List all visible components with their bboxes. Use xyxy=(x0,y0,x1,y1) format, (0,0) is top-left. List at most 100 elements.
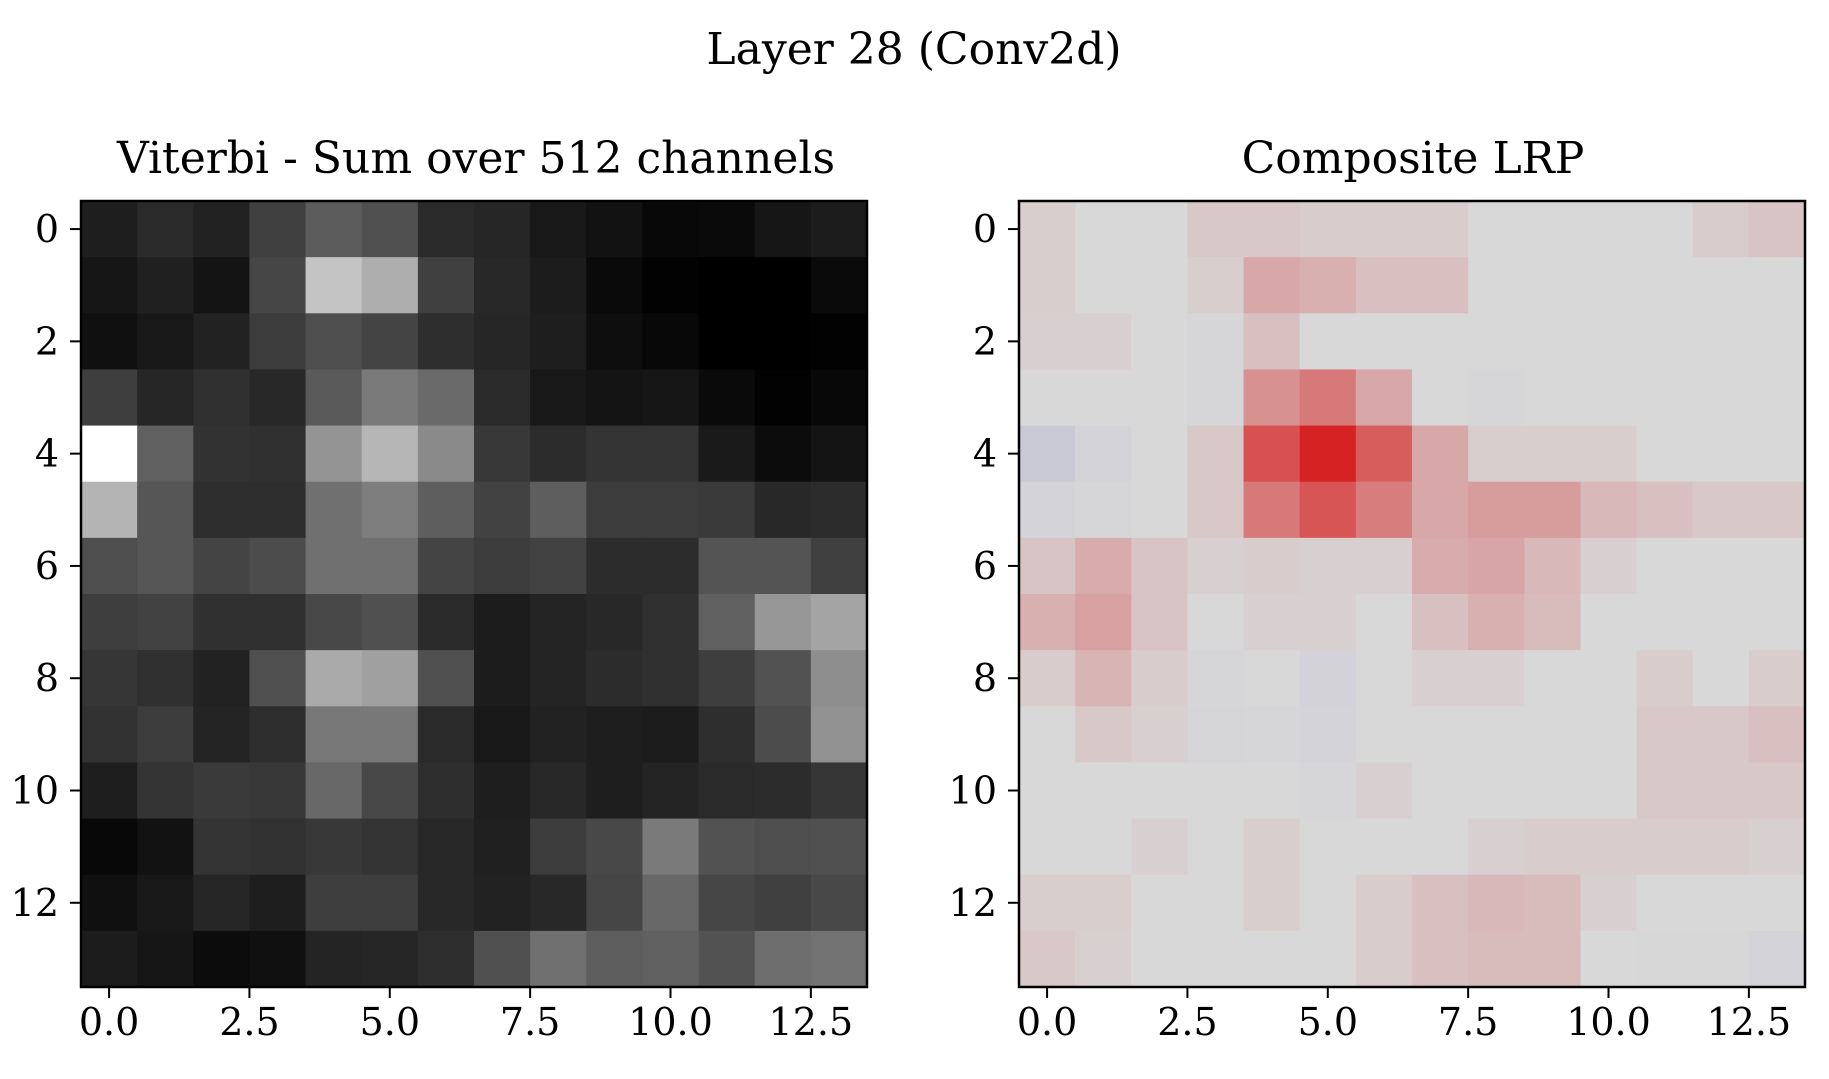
heatmap-cell xyxy=(1019,650,1076,707)
heatmap-cell xyxy=(586,762,644,820)
x-tick-label: 5.0 xyxy=(360,1000,420,1044)
figure-title: Layer 28 (Conv2d) xyxy=(706,24,1121,75)
heatmap-cell xyxy=(249,650,307,707)
heatmap-cell xyxy=(193,818,251,876)
heatmap-cell xyxy=(586,874,644,932)
heatmap-cell xyxy=(754,706,812,764)
heatmap-cell xyxy=(1748,257,1806,314)
heatmap-cell xyxy=(1075,537,1132,595)
heatmap-cell xyxy=(1187,537,1245,595)
heatmap-cell xyxy=(361,201,419,258)
heatmap-cell xyxy=(586,930,644,988)
heatmap-cell xyxy=(193,762,251,820)
heatmap-cell xyxy=(1412,818,1469,876)
heatmap-cell xyxy=(1636,818,1694,876)
heatmap-cell xyxy=(361,930,419,988)
heatmap-cell xyxy=(1692,537,1750,595)
heatmap-cell xyxy=(1468,201,1525,258)
heatmap-cell xyxy=(1636,313,1694,371)
heatmap-cell xyxy=(642,201,700,258)
heatmap-cell xyxy=(1524,369,1582,427)
heatmap-cell xyxy=(361,594,419,651)
heatmap-cell xyxy=(1412,201,1469,258)
heatmap-cell xyxy=(1748,369,1806,427)
heatmap-cell xyxy=(361,425,419,483)
heatmap-cell xyxy=(1075,874,1132,932)
heatmap-cell xyxy=(754,650,812,707)
y-tick-label: 2 xyxy=(35,319,59,363)
heatmap-cell xyxy=(137,537,194,595)
heatmap-cell xyxy=(1412,650,1469,707)
heatmap-cell xyxy=(193,537,251,595)
heatmap-cell xyxy=(1187,313,1245,371)
y-axis: 0 2 4 6 8 10 12 xyxy=(11,207,81,925)
heatmap-cell xyxy=(1636,930,1694,988)
heatmap-cell xyxy=(1355,930,1413,988)
heatmap-cell xyxy=(1412,537,1469,595)
heatmap-cell xyxy=(193,594,251,651)
heatmap-cell xyxy=(1019,313,1076,371)
y-tick-label: 0 xyxy=(973,207,997,251)
y-tick-label: 6 xyxy=(35,544,59,588)
panel-title: Composite LRP xyxy=(1242,133,1585,184)
heatmap-cell xyxy=(698,201,756,258)
heatmap-cell xyxy=(1187,762,1245,820)
heatmap-cell xyxy=(1524,313,1582,371)
axes-frame xyxy=(1017,199,1807,989)
heatmap-cell xyxy=(361,537,419,595)
heatmap-cell xyxy=(1468,369,1525,427)
heatmap-cell xyxy=(474,818,531,876)
heatmap-cell xyxy=(1468,874,1525,932)
heatmap-cell xyxy=(1019,874,1076,932)
y-tick-label: 8 xyxy=(35,656,59,700)
heatmap-cell xyxy=(1692,818,1750,876)
heatmap-cell xyxy=(810,481,868,539)
heatmap-cell xyxy=(1019,425,1076,483)
heatmap-cell xyxy=(1524,594,1582,651)
heatmap-cell xyxy=(81,818,138,876)
heatmap-cell xyxy=(754,537,812,595)
y-tick-label: 10 xyxy=(11,769,59,813)
heatmap-cell xyxy=(474,594,531,651)
heatmap-cell xyxy=(698,537,756,595)
heatmap-cell xyxy=(137,369,194,427)
heatmap-cell xyxy=(1580,257,1638,314)
heatmap-cell xyxy=(474,874,531,932)
heatmap-cell xyxy=(1636,369,1694,427)
heatmap-cell xyxy=(1692,369,1750,427)
heatmap-cell xyxy=(1524,650,1582,707)
heatmap-cell xyxy=(1299,594,1357,651)
heatmap-cell xyxy=(810,201,868,258)
heatmap-cell xyxy=(1412,369,1469,427)
heatmap-cell xyxy=(1075,257,1132,314)
heatmap-cell xyxy=(1468,481,1525,539)
heatmap-cell xyxy=(81,313,138,371)
x-tick-label: 5.0 xyxy=(1298,1000,1358,1044)
heatmap-cell xyxy=(698,650,756,707)
heatmap-cell xyxy=(1243,313,1301,371)
heatmap-cell xyxy=(1187,650,1245,707)
heatmap-cell xyxy=(1692,706,1750,764)
heatmap-cell xyxy=(249,201,307,258)
heatmap-cell xyxy=(417,201,475,258)
heatmap-cell xyxy=(193,874,251,932)
heatmap-cell xyxy=(474,706,531,764)
heatmap-cell xyxy=(698,257,756,314)
heatmap-cell xyxy=(361,481,419,539)
heatmap-cell xyxy=(530,650,587,707)
heatmap-cell xyxy=(249,425,307,483)
heatmap-cell xyxy=(1187,369,1245,427)
heatmap-cell xyxy=(754,257,812,314)
heatmap-cell xyxy=(642,818,700,876)
heatmap-cell xyxy=(305,425,363,483)
heatmap-cell xyxy=(1243,201,1301,258)
heatmap-cell xyxy=(642,706,700,764)
heatmap-cell xyxy=(249,874,307,932)
heatmap-cell xyxy=(249,257,307,314)
heatmap-cell xyxy=(530,706,587,764)
heatmap-cell xyxy=(810,537,868,595)
heatmap-cell xyxy=(417,818,475,876)
heatmap-cell xyxy=(305,313,363,371)
heatmap-cell xyxy=(1692,201,1750,258)
heatmap-cell xyxy=(754,930,812,988)
